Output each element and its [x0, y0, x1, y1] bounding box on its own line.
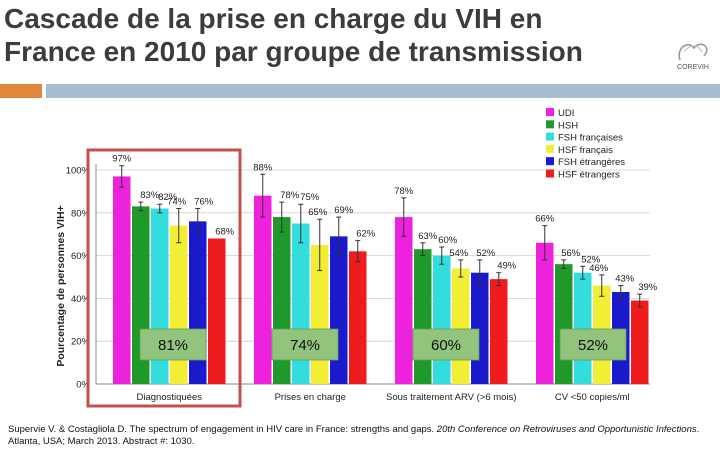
- value-label: 76%: [194, 197, 214, 208]
- value-label: 43%: [615, 274, 635, 285]
- value-label: 83%: [140, 190, 160, 201]
- legend-swatch: [546, 108, 554, 116]
- legend-swatch: [546, 120, 554, 129]
- overall-box: [412, 328, 480, 361]
- accent-bar-orange: [0, 84, 42, 98]
- value-label: 66%: [535, 214, 555, 225]
- value-label: 52%: [581, 254, 601, 265]
- overall-box: [271, 328, 339, 361]
- bar-3-2: [452, 268, 470, 384]
- x-tick-label: Diagnostiquées: [137, 392, 203, 403]
- value-label: 68%: [215, 226, 235, 237]
- y-tick-label: 60%: [71, 251, 91, 262]
- overall-value: 60%: [431, 337, 461, 354]
- overall-value: 81%: [158, 337, 188, 354]
- value-label: 46%: [589, 263, 609, 274]
- x-tick-label: CV <50 copies/ml: [555, 392, 630, 403]
- bar-2-3: [574, 272, 592, 384]
- corevih-logo: COREVIH: [677, 43, 709, 71]
- bar-0-2: [395, 217, 413, 384]
- value-label: 65%: [308, 207, 328, 218]
- value-label: 56%: [561, 248, 581, 259]
- logo-ribbon-icon: [678, 43, 708, 61]
- bar-2-2: [433, 255, 451, 384]
- x-tick-label: Sous traitement ARV (>6 mois): [386, 392, 517, 403]
- y-tick-label: 80%: [71, 208, 91, 219]
- legend-swatch: [546, 144, 554, 153]
- overall-value: 74%: [290, 337, 320, 354]
- error-bars: [119, 165, 643, 308]
- value-label: 75%: [300, 192, 320, 203]
- legend-label: HSF étrangers: [558, 170, 620, 181]
- legend-swatch: [546, 157, 554, 166]
- value-label: 60%: [438, 235, 458, 246]
- citation-tail: . Atlanta, USA; March 2013. Abstract #: …: [8, 424, 700, 447]
- logo-text: COREVIH: [677, 64, 709, 71]
- bar-1-2: [414, 249, 432, 384]
- overall-rate-boxes: 81% 74% 60% 52%: [139, 328, 627, 361]
- value-label: 97%: [112, 154, 132, 165]
- value-label: 74%: [167, 197, 187, 208]
- y-axis-label: Pourcentage de personnes VIH+: [55, 205, 67, 366]
- x-axis-labels: Diagnostiquées Prises en charge Sous trait…: [137, 392, 630, 403]
- legend-swatch: [546, 169, 554, 178]
- citation-main: Supervie V. & Costagliola D. The spectru…: [8, 424, 435, 435]
- slide-title-line-1: Cascade de la prise en charge du VIH en: [4, 3, 543, 34]
- bar-5-0: [208, 238, 226, 384]
- diagnosed-highlight-frame: [86, 148, 242, 408]
- source-citation: Supervie V. & Costagliola D. The spectru…: [8, 424, 708, 448]
- legend-label: FSH françaises: [558, 133, 623, 144]
- legend-label: FSH étrangères: [558, 157, 625, 168]
- bar-4-1: [330, 236, 348, 384]
- y-tick-label: 100%: [66, 166, 91, 177]
- bar-5-2: [490, 279, 508, 384]
- x-tick-label: Prises en charge: [275, 392, 346, 403]
- cascade-chart: 0% 20% 40% 60% 80% 100% Pourcentage de person…: [55, 108, 658, 408]
- slide-title: Cascade de la prise en charge du VIH en …: [4, 2, 684, 68]
- value-label: 54%: [449, 248, 469, 259]
- value-label: 63%: [418, 231, 438, 242]
- y-tick-label: 20%: [71, 337, 91, 348]
- value-label: 49%: [497, 261, 517, 272]
- y-tick-label: 40%: [71, 294, 91, 305]
- value-label: 39%: [638, 282, 658, 293]
- value-label: 69%: [334, 205, 354, 216]
- value-label: 62%: [356, 229, 376, 240]
- bar-4-2: [471, 272, 489, 384]
- overall-box: [559, 328, 627, 361]
- bar-0-1: [254, 195, 272, 384]
- slide-title-line-2: France en 2010 par groupe de transmissio…: [4, 36, 583, 67]
- value-label: 52%: [476, 248, 496, 259]
- y-tick-label: 0%: [76, 380, 90, 391]
- bar-0-0: [113, 176, 131, 384]
- value-label: 88%: [253, 162, 273, 173]
- overall-value: 52%: [578, 337, 608, 354]
- legend-label: UDI: [558, 108, 574, 119]
- bar-5-1: [349, 251, 367, 384]
- value-label: 78%: [280, 190, 300, 201]
- value-label: 78%: [394, 186, 414, 197]
- bar-0-3: [536, 242, 554, 384]
- legend-label: HSF français: [558, 145, 613, 156]
- legend-label: HSH: [558, 120, 578, 131]
- overall-box: [139, 328, 207, 361]
- legend-swatch: [546, 132, 554, 141]
- value-label: 82%: [158, 192, 178, 203]
- value-labels: 97%83%82%74% 76%68%88%78% 75%65% 69%62%78%6…: [112, 154, 658, 293]
- bar-1-3: [555, 264, 573, 384]
- bar-5-3: [631, 300, 649, 384]
- citation-conference: 20th Conference on Retroviruses and Oppo…: [436, 424, 697, 435]
- accent-bar-blue: [46, 84, 720, 98]
